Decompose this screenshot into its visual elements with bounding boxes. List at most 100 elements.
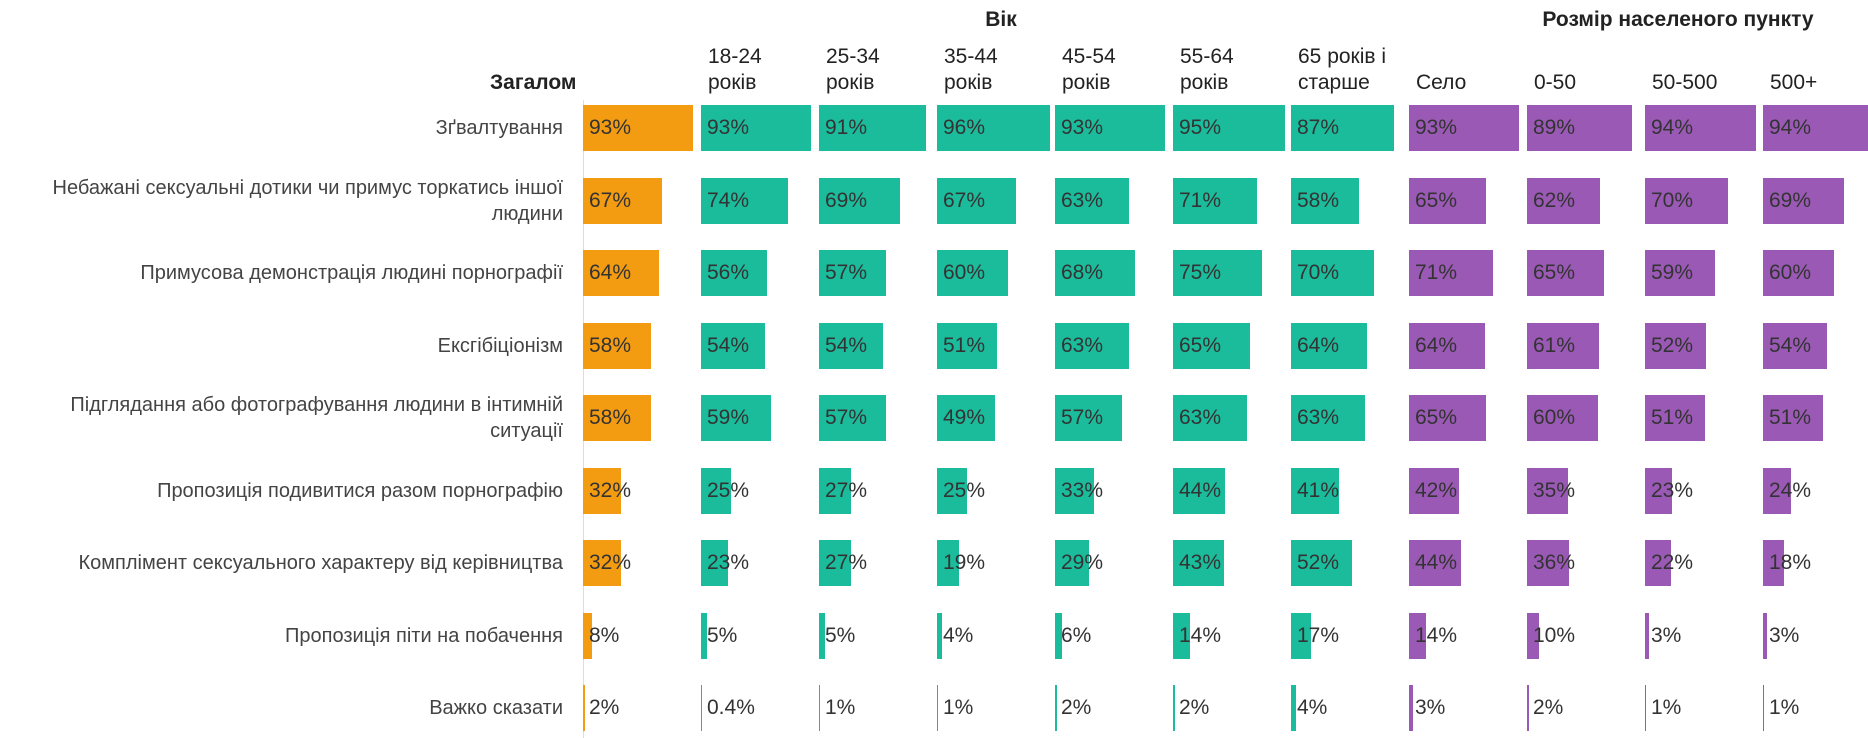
value-label: 33% <box>1061 478 1104 502</box>
bar <box>1763 395 1824 441</box>
bar <box>701 105 811 151</box>
bar <box>819 105 927 151</box>
bar <box>1763 685 1765 731</box>
bar <box>1291 250 1374 296</box>
value-label: 29% <box>1061 551 1104 574</box>
bar <box>1645 612 1649 659</box>
bar <box>1055 540 1090 586</box>
value-label: 57% <box>825 406 868 429</box>
value-label: 52% <box>1297 551 1340 574</box>
bar <box>583 105 693 151</box>
group-title: Вік <box>985 8 1017 31</box>
bar <box>937 322 998 369</box>
value-label: 60% <box>1533 406 1576 429</box>
value-label: 65% <box>1179 333 1222 357</box>
bar <box>819 250 887 296</box>
bar <box>819 395 887 441</box>
bar <box>1055 322 1130 369</box>
bar <box>1409 612 1426 659</box>
value-label: 59% <box>707 406 750 429</box>
row-label: Небажані сексуальні дотики чи примус тор… <box>52 176 563 225</box>
column-header: 65 років і старше <box>1298 45 1387 94</box>
value-label: 54% <box>1769 333 1812 357</box>
bar <box>1409 467 1459 514</box>
value-label: 63% <box>1061 188 1104 212</box>
value-label: 65% <box>1415 188 1458 212</box>
value-label: 67% <box>943 188 986 212</box>
bar <box>937 467 967 514</box>
bar <box>1291 685 1296 731</box>
bar <box>1527 467 1569 514</box>
value-label: 96% <box>943 116 986 139</box>
value-label: 58% <box>589 406 632 429</box>
value-label: 49% <box>943 406 986 429</box>
bar <box>1645 250 1715 296</box>
bar <box>1527 685 1530 731</box>
value-label: 14% <box>1415 623 1458 647</box>
column-header: 45-54 років <box>1062 45 1116 94</box>
bar <box>819 612 825 659</box>
value-label: 3% <box>1415 696 1446 719</box>
bar <box>1055 250 1136 296</box>
value-label: 32% <box>589 478 632 502</box>
value-label: 93% <box>589 116 632 139</box>
value-label: 25% <box>943 478 986 502</box>
bar <box>1173 322 1250 369</box>
bar <box>1409 395 1486 441</box>
row-label: Ексгібіціонізм <box>437 334 563 357</box>
bar <box>1527 395 1598 441</box>
value-label: 65% <box>1533 261 1576 284</box>
value-label: 3% <box>1769 623 1800 647</box>
bar <box>1173 612 1190 659</box>
bar <box>1763 250 1834 296</box>
bar <box>1291 612 1312 659</box>
row-label: Пропозиція піти на побачення <box>285 624 563 647</box>
column-header: 0-50 <box>1534 71 1577 94</box>
bar <box>1291 395 1366 441</box>
bar <box>1763 105 1868 151</box>
bar <box>1409 540 1461 586</box>
value-label: 69% <box>1769 188 1812 212</box>
value-label: 23% <box>1651 478 1694 502</box>
row-label: Комплімент сексуального характеру від ке… <box>78 552 563 574</box>
value-label: 67% <box>589 188 632 212</box>
bar <box>1173 395 1248 441</box>
value-label: 2% <box>1061 696 1092 719</box>
value-label: 60% <box>1769 261 1812 284</box>
value-label: 68% <box>1061 261 1104 284</box>
value-label: 0.4% <box>707 696 755 719</box>
column-header: Загалом <box>490 71 577 94</box>
value-label: 52% <box>1651 333 1694 357</box>
bar <box>1645 467 1673 514</box>
bar <box>583 250 659 296</box>
value-label: 14% <box>1179 623 1222 647</box>
bar <box>1763 467 1792 514</box>
value-label: 63% <box>1297 406 1340 429</box>
value-label: 27% <box>825 478 868 502</box>
value-label: 18% <box>1769 551 1812 574</box>
value-label: 54% <box>825 333 868 357</box>
bar <box>1055 467 1094 514</box>
bar <box>701 395 771 441</box>
bar <box>819 177 901 224</box>
row-label: Пропозиція подивитися разом порнографію <box>157 479 563 502</box>
bar <box>819 685 821 731</box>
bar <box>937 250 1008 296</box>
value-label: 59% <box>1651 261 1694 284</box>
bar <box>583 612 593 659</box>
bar <box>1173 540 1224 586</box>
bar <box>937 177 1017 224</box>
value-label: 51% <box>1769 406 1812 429</box>
value-label: 23% <box>707 551 750 574</box>
bar <box>1291 105 1394 151</box>
value-label: 25% <box>707 478 750 502</box>
bar <box>1173 105 1286 151</box>
bar <box>1055 395 1123 441</box>
value-label: 87% <box>1297 116 1340 139</box>
row-label: Примусова демонстрація людині порнографі… <box>140 262 563 284</box>
value-label: 64% <box>1415 333 1458 357</box>
bar <box>1173 250 1262 296</box>
bar <box>583 685 586 731</box>
value-label: 63% <box>1179 406 1222 429</box>
value-label: 93% <box>1061 116 1104 139</box>
